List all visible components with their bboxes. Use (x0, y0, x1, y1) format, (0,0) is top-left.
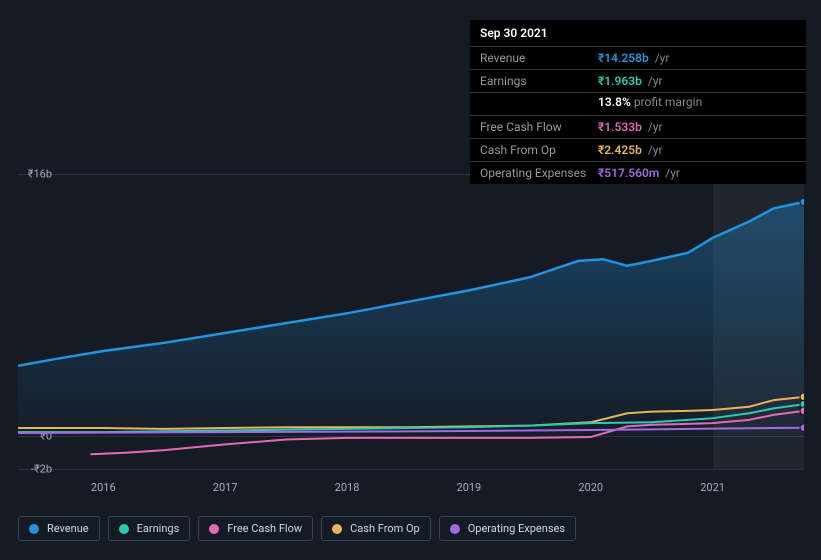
tooltip-value: ₹2.425b /yr (598, 143, 663, 157)
tooltip-unit: /yr (645, 143, 663, 157)
tooltip-value: ₹1.533b /yr (598, 120, 663, 134)
chart-plot (18, 174, 804, 469)
legend-label: Free Cash Flow (227, 522, 302, 535)
tooltip-row: Free Cash Flow₹1.533b /yr (470, 116, 806, 139)
tooltip-row: Operating Expenses₹517.560m /yr (470, 162, 806, 184)
x-tick-label: 2019 (457, 481, 482, 494)
legend-label: Revenue (47, 522, 89, 535)
series-marker (800, 424, 804, 432)
tooltip-unit: /yr (645, 74, 663, 88)
financials-chart[interactable]: ₹16b₹0-₹2b 201620172018201920202021 (18, 155, 804, 475)
tooltip-date: Sep 30 2021 (470, 20, 806, 47)
legend-label: Cash From Op (350, 522, 420, 535)
tooltip-unit: /yr (645, 120, 663, 134)
tooltip-label: Revenue (480, 51, 598, 65)
tooltip-row: Earnings₹1.963b /yr (470, 70, 806, 93)
legend-item-operating-expenses[interactable]: Operating Expenses (439, 516, 576, 541)
tooltip-unit: /yr (652, 51, 670, 65)
tooltip-label: Operating Expenses (480, 166, 598, 180)
legend-swatch (29, 524, 39, 534)
chart-tooltip: Sep 30 2021 Revenue₹14.258b /yrEarnings₹… (470, 20, 806, 184)
x-tick-label: 2021 (700, 481, 725, 494)
legend-item-earnings[interactable]: Earnings (108, 516, 191, 541)
tooltip-subline: 13.8% profit margin (470, 93, 806, 116)
x-tick-label: 2016 (91, 481, 116, 494)
legend-item-revenue[interactable]: Revenue (18, 516, 100, 541)
series-area-revenue (18, 202, 804, 436)
x-tick-label: 2020 (578, 481, 603, 494)
tooltip-label: Free Cash Flow (480, 120, 598, 134)
tooltip-label: Cash From Op (480, 143, 598, 157)
tooltip-value: ₹1.963b /yr (598, 74, 663, 88)
gridline (18, 469, 804, 470)
series-marker (800, 198, 804, 206)
x-tick-label: 2017 (213, 481, 238, 494)
legend-label: Operating Expenses (468, 522, 565, 535)
tooltip-row: Cash From Op₹2.425b /yr (470, 139, 806, 162)
legend-swatch (119, 524, 129, 534)
tooltip-unit: /yr (662, 166, 680, 180)
legend-swatch (332, 524, 342, 534)
tooltip-row: Revenue₹14.258b /yr (470, 47, 806, 70)
tooltip-value: ₹517.560m /yr (598, 166, 680, 180)
chart-legend: Revenue Earnings Free Cash Flow Cash From O… (18, 516, 576, 541)
tooltip-value: ₹14.258b /yr (598, 51, 669, 65)
legend-item-cash-from-op[interactable]: Cash From Op (321, 516, 431, 541)
legend-swatch (450, 524, 460, 534)
legend-swatch (209, 524, 219, 534)
legend-item-free-cash-flow[interactable]: Free Cash Flow (198, 516, 313, 541)
series-marker (800, 393, 804, 401)
tooltip-label: Earnings (480, 74, 598, 88)
legend-label: Earnings (137, 522, 180, 535)
x-tick-label: 2018 (335, 481, 360, 494)
series-marker (800, 407, 804, 415)
